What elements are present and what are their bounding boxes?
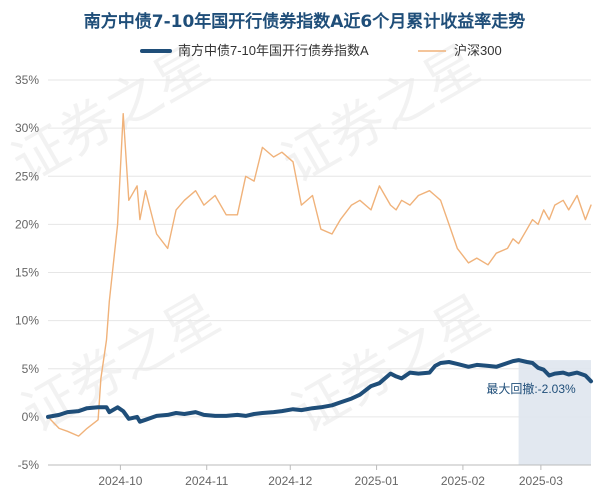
y-tick-label: 5% (22, 362, 40, 376)
y-tick-label: 30% (15, 121, 39, 135)
x-tick-label: 2024-11 (185, 474, 228, 488)
y-tick-label: 15% (15, 266, 39, 280)
max-drawdown-label: 最大回撤:-2.03% (486, 381, 576, 396)
y-tick-label: 25% (15, 169, 39, 183)
watermark-text: 证券之星 (11, 283, 230, 446)
y-tick-label: 20% (15, 217, 39, 231)
y-tick-label: 0% (22, 410, 40, 424)
x-tick-label: 2025-02 (441, 474, 485, 488)
series-line-1 (47, 113, 592, 437)
y-tick-label: -5% (18, 458, 40, 472)
y-axis-ticks: -5% 0% 5% 10% 15% 20% 25% 30% 35% (15, 73, 39, 472)
y-tick-label: 10% (15, 314, 39, 328)
x-tick-label: 2025-01 (355, 474, 399, 488)
drawdown-band (518, 360, 591, 465)
chart-title: 南方中债7-10年国开行债券指数A近6个月累计收益率走势 (84, 11, 526, 32)
x-tick-label: 2025-03 (519, 474, 563, 488)
legend: 南方中债7-10年国开行债券指数A 沪深300 (140, 43, 502, 58)
series-line-0 (46, 358, 593, 424)
x-axis-ticks: 2024-10 2024-11 2024-12 2025-01 2025-02 2025-… (98, 465, 563, 488)
gridlines (48, 79, 591, 466)
legend-label-1: 沪深300 (454, 43, 502, 58)
series-lines (46, 113, 593, 437)
x-tick-label: 2024-10 (98, 474, 142, 488)
legend-label-0: 南方中债7-10年国开行债券指数A (178, 43, 369, 58)
y-tick-label: 35% (15, 73, 39, 87)
watermark-text: 证券之星 (281, 283, 500, 446)
x-tick-label: 2024-12 (268, 474, 312, 488)
drawdown-highlight (518, 360, 591, 465)
